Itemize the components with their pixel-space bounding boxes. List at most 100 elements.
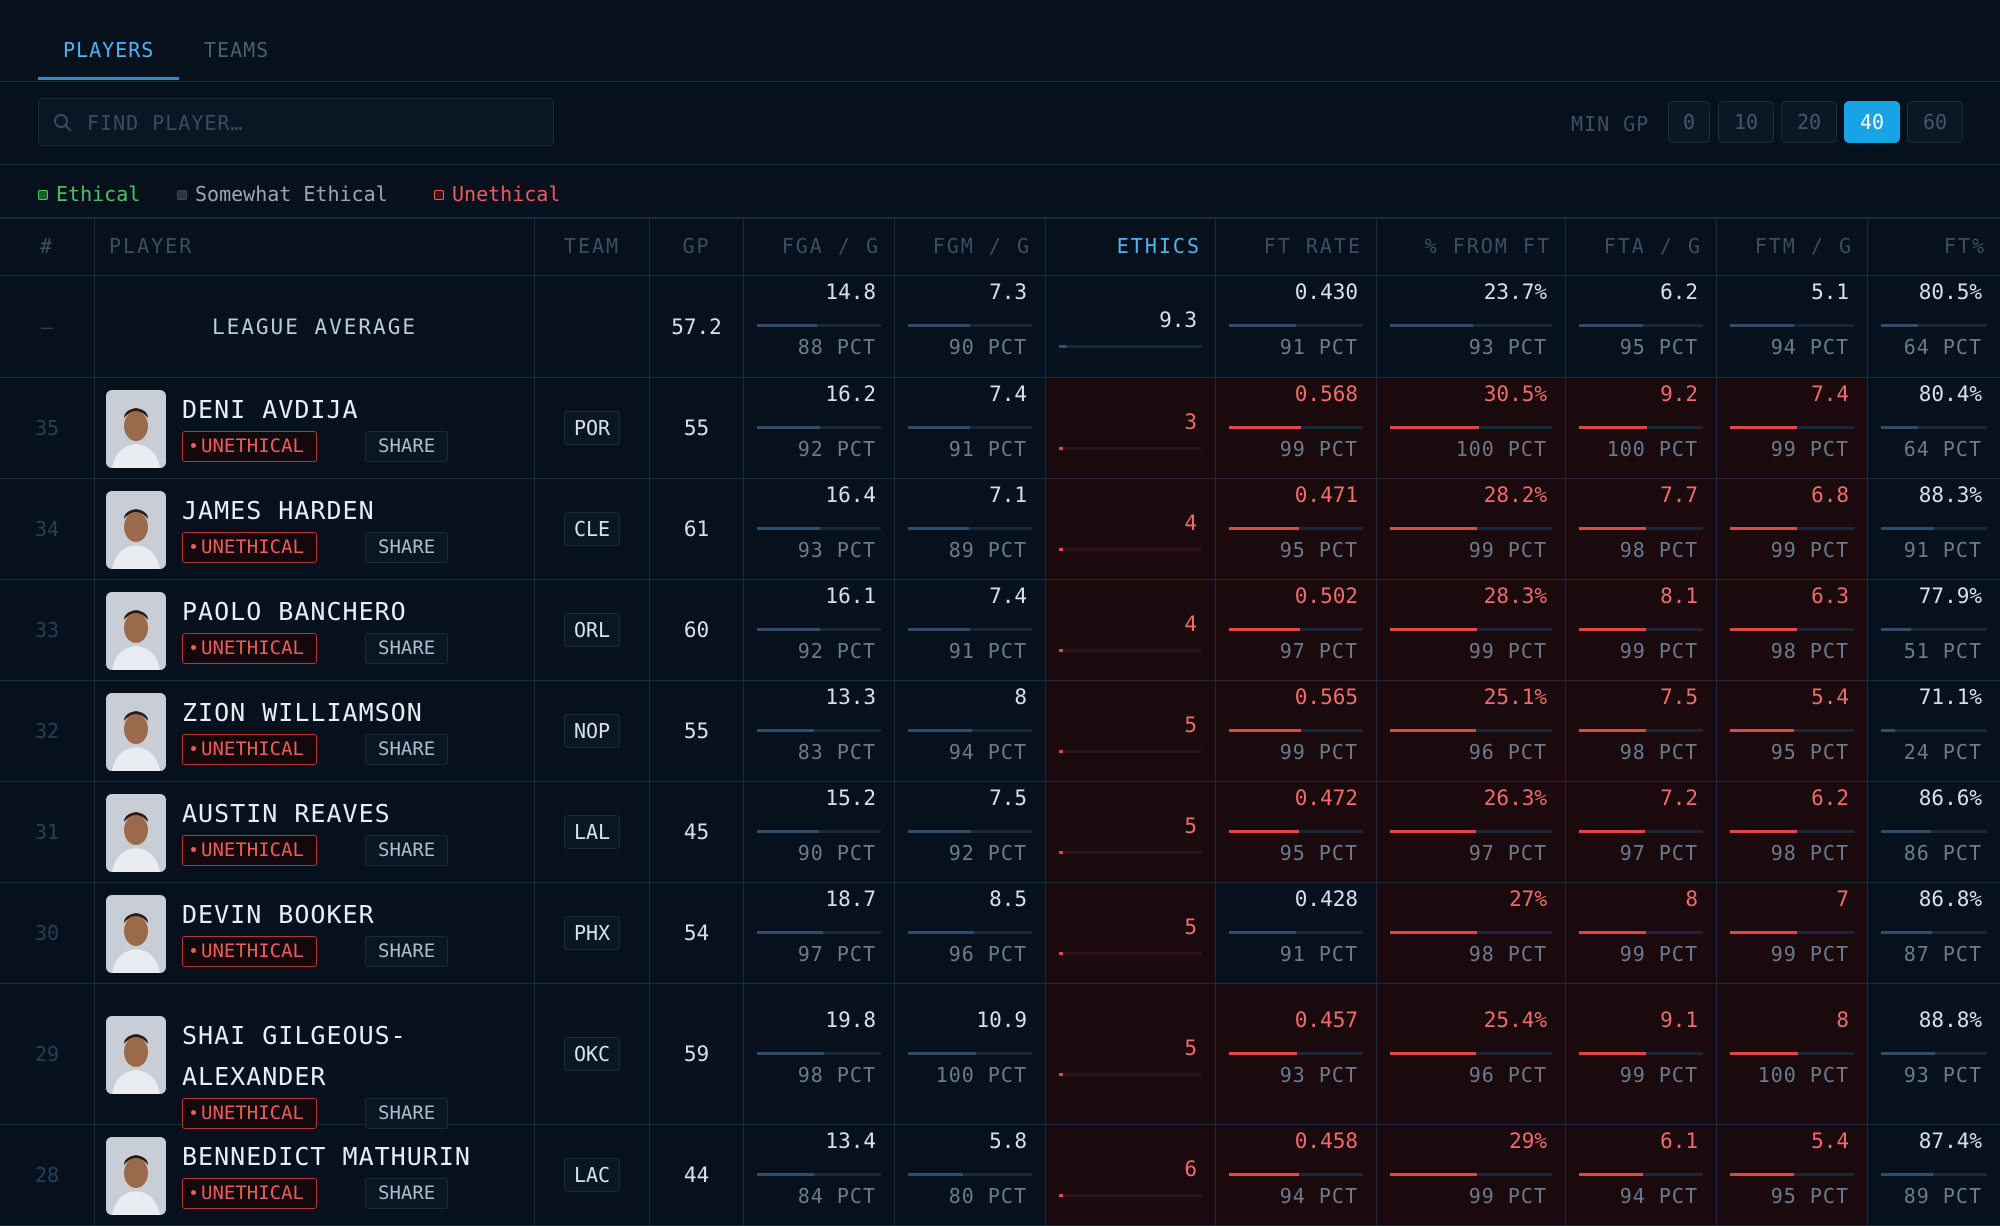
ft-rate-percentile: 91 PCT — [1279, 941, 1358, 966]
fgm-bar — [908, 425, 1032, 429]
ft-rate-percentile: 93 PCT — [1279, 1062, 1358, 1087]
col-fta[interactable]: FTA / G — [1565, 218, 1716, 275]
player-name[interactable]: JAMES HARDEN — [182, 496, 375, 525]
bullet-icon — [191, 443, 196, 448]
player-row[interactable]: 31 AUSTIN REAVES UNETHICAL SHARE LAL 45 15.2 90… — [0, 782, 2000, 883]
cell-fgm: 7.4 91 PCT — [894, 580, 1045, 680]
player-row[interactable]: 35 DENI AVDIJA UNETHICAL SHARE POR 55 16.2 92 P… — [0, 378, 2000, 479]
player-name[interactable]: AUSTIN REAVES — [182, 799, 391, 828]
player-name[interactable]: DEVIN BOOKER — [182, 900, 375, 929]
col-rank[interactable]: # — [39, 234, 55, 258]
team-badge[interactable]: LAL — [563, 815, 621, 849]
fgm-value: 7.1 — [989, 482, 1027, 507]
player-avatar — [106, 389, 166, 468]
player-row[interactable]: 33 PAOLO BANCHERO UNETHICAL SHARE ORL 60 16.1 9… — [0, 580, 2000, 681]
share-button[interactable]: SHARE — [365, 633, 449, 664]
share-button[interactable]: SHARE — [365, 532, 449, 563]
ft-rate-bar-fill — [1229, 324, 1296, 327]
fta-bar — [1579, 526, 1703, 530]
search-box[interactable] — [38, 98, 554, 146]
col-ft-pct[interactable]: FT% — [1867, 218, 2000, 275]
search-input[interactable] — [85, 109, 539, 137]
fga-bar — [757, 324, 881, 327]
fga-value: 19.8 — [825, 1007, 876, 1032]
ethics-bar — [1059, 850, 1202, 854]
player-name[interactable]: BENNEDICT MATHURIN — [182, 1142, 471, 1171]
fgm-value: 7.5 — [989, 785, 1027, 810]
fta-bar-fill — [1579, 1051, 1646, 1055]
team-badge[interactable]: ORL — [563, 613, 621, 647]
fgm-percentile: 100 PCT — [935, 1062, 1027, 1087]
ethics-bar — [1059, 951, 1202, 955]
col-team[interactable]: TEAM — [534, 218, 649, 275]
team-badge[interactable]: POR — [563, 411, 621, 445]
fga-bar-fill — [757, 627, 821, 631]
fga-value: 16.1 — [825, 583, 876, 608]
col-fgm[interactable]: FGM / G — [894, 218, 1045, 275]
team-badge[interactable]: LAC — [563, 1158, 621, 1192]
ftm-bar-fill — [1730, 425, 1797, 429]
player-name[interactable]: SHAI GILGEOUS- — [182, 1021, 407, 1050]
col-ftm[interactable]: FTM / G — [1716, 218, 1867, 275]
ft-pct-percentile: 24 PCT — [1903, 739, 1982, 764]
share-button[interactable]: SHARE — [365, 835, 449, 866]
ftm-percentile: 94 PCT — [1770, 335, 1849, 359]
unethical-tag: UNETHICAL — [182, 734, 317, 765]
tab-teams[interactable]: TEAMS — [204, 38, 270, 62]
fgm-value: 8 — [1014, 684, 1027, 709]
min-gp-option-10[interactable]: 10 — [1718, 101, 1774, 143]
pct-from-ft-percentile: 99 PCT — [1468, 638, 1547, 663]
active-tab-indicator — [38, 77, 179, 80]
share-button[interactable]: SHARE — [365, 431, 449, 462]
min-gp-option-60[interactable]: 60 — [1907, 101, 1963, 143]
tab-players[interactable]: PLAYERS — [63, 38, 155, 62]
fta-bar — [1579, 425, 1703, 429]
col-ft-rate[interactable]: FT RATE — [1215, 218, 1376, 275]
player-name[interactable]: DENI AVDIJA — [182, 395, 359, 424]
min-gp-option-20[interactable]: 20 — [1781, 101, 1837, 143]
player-name[interactable]: ZION WILLIAMSON — [182, 698, 423, 727]
ft-rate-value: 0.457 — [1294, 1007, 1358, 1032]
cell-ethics: 4 — [1045, 580, 1215, 680]
team-badge[interactable]: CLE — [563, 512, 621, 546]
col-ethics[interactable]: ETHICS — [1045, 218, 1215, 275]
share-button[interactable]: SHARE — [365, 1098, 449, 1129]
ftm-percentile: 98 PCT — [1770, 638, 1849, 663]
cell-fta: 8 99 PCT — [1565, 883, 1716, 983]
share-button[interactable]: SHARE — [365, 936, 449, 967]
ft-pct-percentile: 91 PCT — [1903, 537, 1982, 562]
ftm-value: 6.8 — [1811, 482, 1849, 507]
player-name[interactable]: ALEXANDER — [182, 1062, 327, 1091]
col-fga[interactable]: FGA / G — [743, 218, 894, 275]
cell-ft-rate: 0.472 95 PCT — [1215, 782, 1376, 882]
legend-somewhat-ethical: Somewhat Ethical — [177, 182, 388, 206]
cell-fta: 7.2 97 PCT — [1565, 782, 1716, 882]
player-name[interactable]: PAOLO BANCHERO — [182, 597, 407, 626]
share-button[interactable]: SHARE — [365, 1178, 449, 1209]
player-row[interactable]: 30 DEVIN BOOKER UNETHICAL SHARE PHX 54 18.7 97 … — [0, 883, 2000, 984]
cell-fga: 16.2 92 PCT — [743, 378, 894, 478]
team-badge[interactable]: NOP — [563, 714, 621, 748]
player-row[interactable]: 29 SHAI GILGEOUS- ALEXANDER UNETHICAL SHARE O… — [0, 984, 2000, 1129]
ft-rate-value: 0.565 — [1294, 684, 1358, 709]
share-button[interactable]: SHARE — [365, 734, 449, 765]
col-gp[interactable]: GP — [649, 218, 743, 275]
cell-team: NOP — [534, 681, 649, 781]
player-row[interactable]: 34 JAMES HARDEN UNETHICAL SHARE CLE 61 16.4 93 … — [0, 479, 2000, 580]
pct-from-ft-percentile: 93 PCT — [1468, 335, 1547, 359]
ftm-bar — [1730, 526, 1854, 530]
player-row[interactable]: 28 BENNEDICT MATHURIN UNETHICAL SHARE LAC 44 1… — [0, 1125, 2000, 1226]
col-player[interactable]: PLAYER — [94, 218, 534, 275]
team-badge[interactable]: PHX — [563, 916, 621, 950]
col-pct-from-ft[interactable]: % FROM FT — [1376, 218, 1565, 275]
ethics-bar-fill — [1059, 951, 1063, 955]
ftm-bar-fill — [1730, 930, 1797, 934]
cell-ft-pct: 80.5% 64 PCT — [1867, 276, 2000, 377]
min-gp-option-40[interactable]: 40 — [1844, 101, 1900, 143]
ft-pct-value: 86.8% — [1918, 886, 1982, 911]
cell-fga: 16.1 92 PCT — [743, 580, 894, 680]
team-badge[interactable]: OKC — [563, 1037, 621, 1071]
player-row[interactable]: 32 ZION WILLIAMSON UNETHICAL SHARE NOP 55 13.3… — [0, 681, 2000, 782]
cell-fgm: 7.4 91 PCT — [894, 378, 1045, 478]
min-gp-option-0[interactable]: 0 — [1668, 101, 1710, 143]
